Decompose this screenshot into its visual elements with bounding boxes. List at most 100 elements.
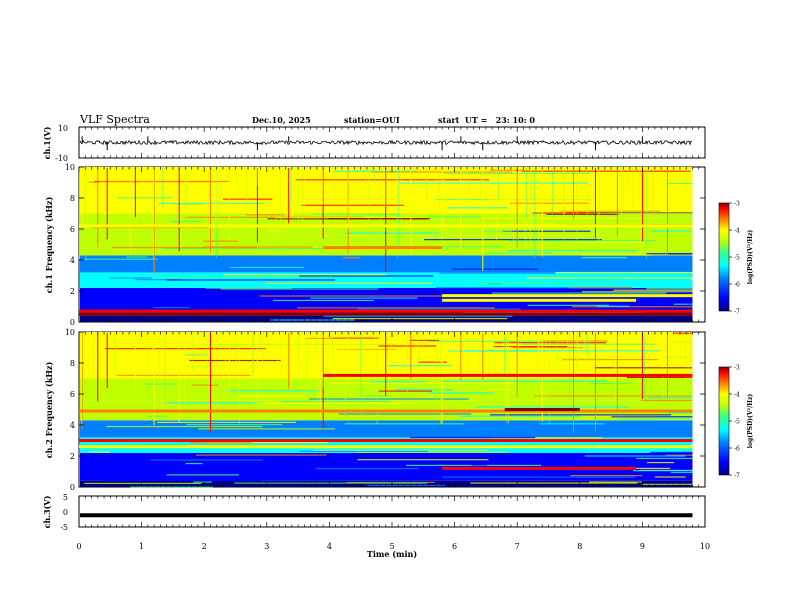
colorbar-tick-label: -4 xyxy=(734,392,740,399)
spectrogram-noise-streak xyxy=(581,257,627,259)
spectrogram-ytick-label: 8 xyxy=(70,359,75,368)
spectrogram-noise-streak xyxy=(222,273,387,276)
spectrogram-noise-streak xyxy=(88,451,110,453)
spectrogram-noise-streak xyxy=(673,303,693,305)
spectrogram-ytick-label: 4 xyxy=(70,256,75,265)
colorbar-tick-label: -5 xyxy=(734,255,740,262)
spectrogram-noise-streak xyxy=(646,288,693,290)
spectrogram-noise-streak xyxy=(597,305,630,307)
ch3-waveform-frame xyxy=(78,495,706,528)
spectrogram-noise-streak xyxy=(626,376,693,379)
spectrogram-noise-streak xyxy=(98,181,238,183)
spectrogram-noise-streak xyxy=(299,450,429,452)
spectrogram-background-band xyxy=(80,480,693,487)
spectrogram-noise-streak xyxy=(91,226,209,229)
spectrogram-narrowband xyxy=(79,445,693,449)
spectrogram-noise-streak xyxy=(484,230,512,232)
ch1-spectrogram-ylabel: ch.1 Frequency (kHz) xyxy=(44,197,54,294)
spectrogram-narrowband xyxy=(79,224,693,228)
spectrogram-noise-streak xyxy=(452,268,539,270)
ch2-spectrogram-yticks: 0 2 4 6 8 10 xyxy=(65,328,705,492)
time-tick-label: 9 xyxy=(640,542,645,551)
spectrogram-noise-streak xyxy=(670,471,693,474)
spectrogram-noise-streak xyxy=(185,462,203,465)
spectrogram-narrowband xyxy=(79,309,693,313)
spectrogram-noise-streak xyxy=(355,451,509,453)
spectrogram-noise-streak xyxy=(310,297,418,299)
spectrogram-noise-streak xyxy=(313,449,488,451)
spectrogram-noise-streak xyxy=(488,198,595,201)
time-tick-label: 5 xyxy=(389,542,394,551)
spectrogram-noise-streak xyxy=(427,340,557,343)
time-tick-label: 8 xyxy=(577,542,582,551)
spectrogram-noise-streak xyxy=(315,467,420,470)
spectrogram-noise-streak xyxy=(459,405,562,407)
spectrogram-noise-streak xyxy=(640,399,693,402)
spectrogram-ytick-label: 2 xyxy=(70,452,75,461)
spectrogram-noise-streak xyxy=(111,246,257,249)
spectrogram-noise-streak xyxy=(647,461,675,464)
spectrogram-noise-streak xyxy=(105,201,305,203)
spectrogram-noise-streak xyxy=(87,216,126,218)
spectrogram-noise-streak xyxy=(366,484,446,486)
ch3-ylabel: ch.3(V) xyxy=(42,495,52,528)
spectrogram-narrowband xyxy=(79,312,693,316)
colorbar-tick-label: -7 xyxy=(734,473,740,480)
spectrogram-noise-streak xyxy=(308,398,469,400)
spectrogram-noise-streak xyxy=(278,189,293,191)
spectrogram-noise-streak xyxy=(234,482,427,484)
spectrogram-noise-streak xyxy=(317,172,411,174)
spectrogram-noise-streak xyxy=(510,202,590,204)
spectrogram-noise-streak xyxy=(117,197,173,199)
ch2-colorbar: -3 -4 -5 -6 -7 log(PSD)(V²/Hz) xyxy=(718,365,754,480)
spectrogram-noise-streak xyxy=(328,218,430,220)
spectrogram-noise-streak xyxy=(228,390,319,392)
spectrogram-noise-streak xyxy=(441,476,636,478)
spectrogram-noise-streak xyxy=(533,210,672,212)
spectrogram-noise-streak xyxy=(186,424,283,426)
spectrogram-ytick-label: 6 xyxy=(70,390,75,399)
spectrogram-noise-streak xyxy=(299,275,434,277)
spectrogram-noise-streak xyxy=(313,213,402,215)
spectrogram-noise-streak xyxy=(507,250,638,252)
ch2-colorbar-gradient xyxy=(718,366,730,476)
spectrogram-noise-streak xyxy=(254,402,415,404)
spectrogram-noise-streak xyxy=(465,350,661,352)
spectrogram-noise-streak xyxy=(162,247,342,250)
spectrogram-narrowband xyxy=(442,466,637,470)
spectrogram-noise-streak xyxy=(570,474,643,477)
time-tick-label: 7 xyxy=(515,542,520,551)
ch1-ytick-top: 10 xyxy=(58,124,68,133)
spectrogram-noise-streak xyxy=(569,287,633,289)
spectrogram-ytick-label: 6 xyxy=(70,225,75,234)
ch1-ylabel: ch.1(V) xyxy=(42,126,52,159)
spectrogram-noise-streak xyxy=(186,354,207,356)
ch1-colorbar-gradient xyxy=(718,202,730,312)
spectrogram-noise-streak xyxy=(487,388,510,391)
spectrogram-noise-streak xyxy=(471,464,487,466)
ch3-ytick-top: 5 xyxy=(63,493,68,502)
spectrogram-noise-streak xyxy=(301,204,404,206)
spectrogram-noise-streak xyxy=(410,436,536,439)
spectrogram-noise-streak xyxy=(189,359,281,362)
spectrogram-noise-streak xyxy=(546,213,619,215)
spectrogram-noise-streak xyxy=(435,287,632,289)
spectrogram-noise-streak xyxy=(613,289,693,291)
spectrogram-noise-streak xyxy=(202,246,313,248)
spectrogram-noise-streak xyxy=(270,319,356,321)
spectrogram-noise-streak xyxy=(581,254,652,256)
spectrogram-noise-streak xyxy=(205,287,292,289)
spectrogram-noise-streak xyxy=(150,459,263,461)
spectrogram-noise-streak xyxy=(378,390,432,392)
colorbar-tick-label: -3 xyxy=(734,201,740,208)
spectrogram-noise-streak xyxy=(424,239,602,241)
spectrogram-noise-streak xyxy=(674,332,693,334)
ch3-ytick-mid: 0 xyxy=(63,508,68,517)
spectrogram-noise-streak xyxy=(641,483,693,485)
time-tick-label: 6 xyxy=(452,542,457,551)
spectrogram-noise-streak xyxy=(266,282,433,284)
ch3-waveform-panel: 5 0 -5 ch.3(V) xyxy=(42,493,706,532)
spectrogram-noise-streak xyxy=(161,276,332,278)
spectrogram-noise-streak xyxy=(351,424,486,426)
